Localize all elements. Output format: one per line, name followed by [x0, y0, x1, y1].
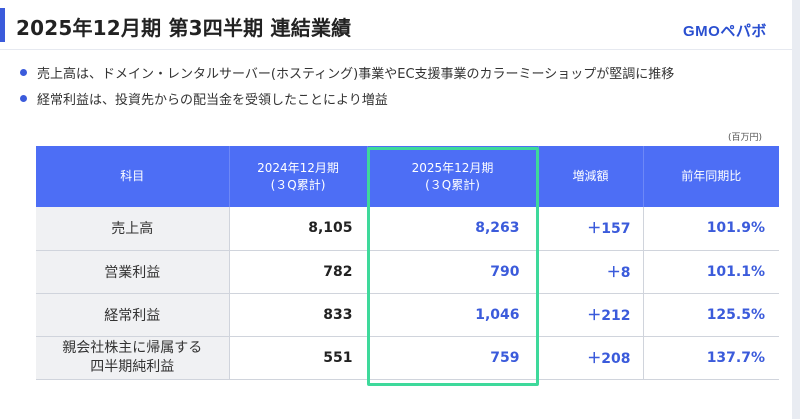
diff-value: ＋212 — [538, 293, 644, 337]
results-table: 科目 2024年12月期 (３Q累計) 2025年12月期 (３Q累計) 増減額… — [36, 146, 779, 380]
table-header-row: 科目 2024年12月期 (３Q累計) 2025年12月期 (３Q累計) 増減額… — [36, 146, 779, 207]
row-label-line2: 四半期純利益 — [90, 358, 175, 375]
header-prev-line1: 2024年12月期 — [257, 161, 339, 176]
row-label-line1: 親会社株主に帰属する — [62, 340, 203, 357]
table-row: 売上高 8,105 8,263 ＋157 101.9% — [36, 207, 779, 251]
table-row: 経常利益 833 1,046 ＋212 125.5% — [36, 293, 779, 337]
header-prev-period: 2024年12月期 (３Q累計) — [229, 146, 368, 207]
curr-value: 759 — [367, 336, 539, 380]
diff-value: ＋157 — [538, 207, 644, 251]
prev-value: 551 — [229, 336, 368, 380]
curr-value: 790 — [367, 250, 539, 294]
row-label: 親会社株主に帰属する 四半期純利益 — [36, 336, 230, 380]
header-ratio: 前年同期比 — [643, 146, 779, 207]
ratio-value: 101.1% — [643, 250, 779, 294]
bullet-dot-icon — [20, 94, 27, 102]
header-item: 科目 — [36, 146, 230, 207]
header-curr-line2: (３Q累計) — [425, 177, 480, 192]
slide-edge — [792, 0, 800, 419]
bullet-text: 経常利益は、投資先からの配当金を受領したことにより増益 — [37, 92, 388, 108]
diff-value: ＋8 — [538, 250, 644, 294]
curr-value: 8,263 — [367, 207, 539, 251]
unit-label: (百万円) — [727, 133, 762, 143]
page-title: 2025年12月期 第3四半期 連結業績 — [16, 16, 352, 40]
bullet-item: 売上高は、ドメイン・レンタルサーバー(ホスティング)事業やEC支援事業のカラーミ… — [20, 60, 780, 84]
ratio-value: 137.7% — [643, 336, 779, 380]
title-accent-bar — [0, 8, 5, 42]
bullet-dot-icon — [20, 68, 27, 76]
header-prev-line2: (３Q累計) — [270, 177, 326, 192]
ratio-value: 101.9% — [643, 207, 779, 251]
diff-value: ＋208 — [538, 336, 644, 380]
summary-bullets: 売上高は、ドメイン・レンタルサーバー(ホスティング)事業やEC支援事業のカラーミ… — [20, 60, 780, 112]
header-bar: 2025年12月期 第3四半期 連結業績 GMOペパボ — [0, 0, 800, 50]
ratio-value: 125.5% — [643, 293, 779, 337]
prev-value: 8,105 — [229, 207, 368, 251]
table-row: 営業利益 782 790 ＋8 101.1% — [36, 250, 779, 294]
table-row: 親会社株主に帰属する 四半期純利益 551 759 ＋208 137.7% — [36, 336, 779, 380]
row-label: 経常利益 — [36, 293, 230, 337]
curr-value: 1,046 — [367, 293, 539, 337]
row-label: 営業利益 — [36, 250, 230, 294]
header-curr-line1: 2025年12月期 — [411, 161, 494, 176]
bullet-item: 経常利益は、投資先からの配当金を受領したことにより増益 — [20, 86, 780, 110]
header-curr-period: 2025年12月期 (３Q累計) — [367, 146, 539, 207]
header-diff: 増減額 — [538, 146, 644, 207]
bullet-text: 売上高は、ドメイン・レンタルサーバー(ホスティング)事業やEC支援事業のカラーミ… — [37, 66, 675, 82]
prev-value: 782 — [229, 250, 368, 294]
row-label: 売上高 — [36, 207, 230, 251]
prev-value: 833 — [229, 293, 368, 337]
gmo-pepabo-logo: GMOペパボ — [683, 23, 767, 40]
